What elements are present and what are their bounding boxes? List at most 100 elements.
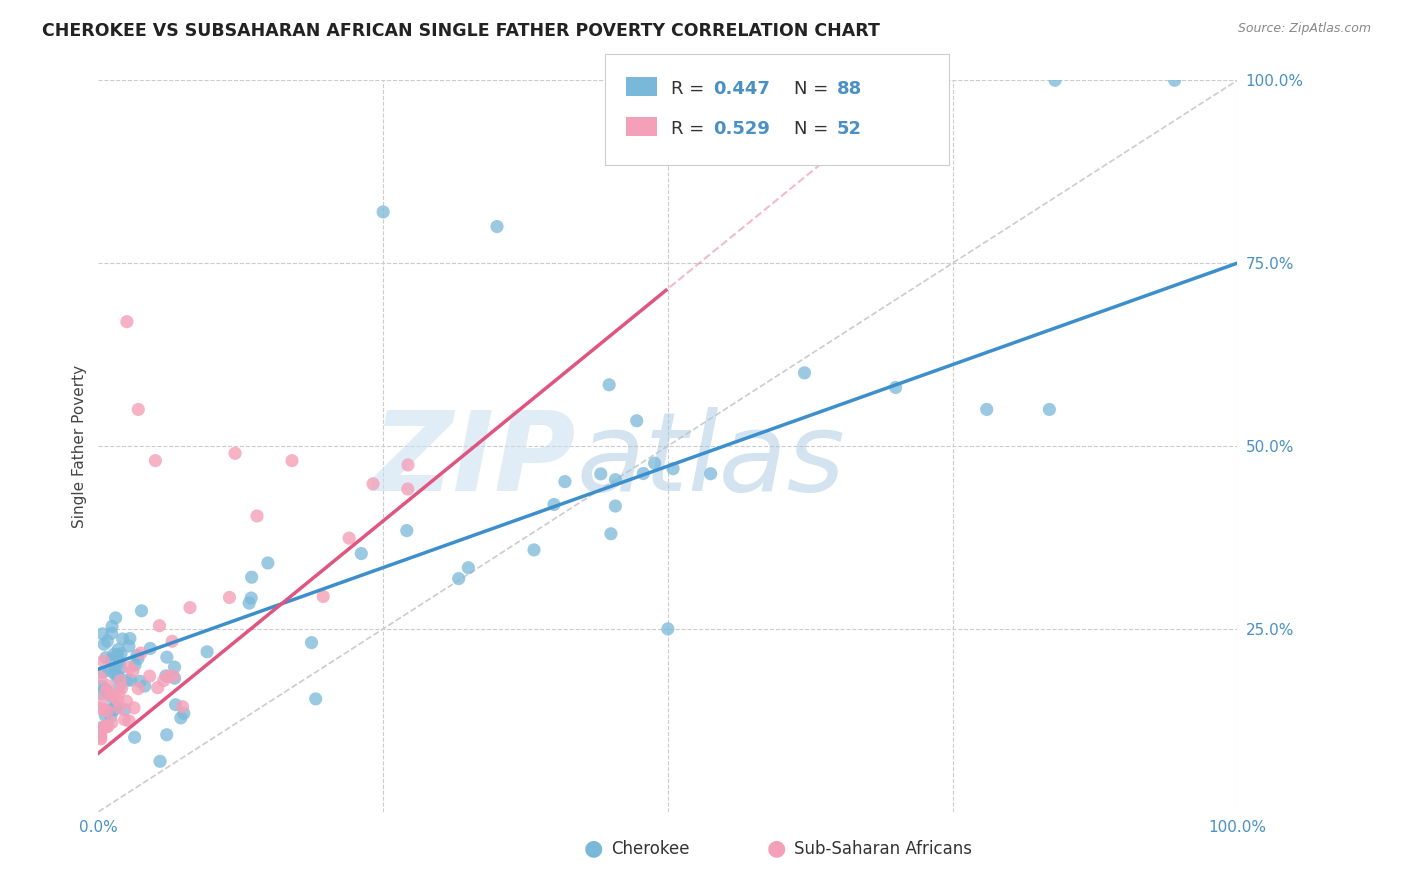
Point: [118, 660, 141, 674]
Point: [93, 654, 115, 668]
Point: [118, 714, 141, 728]
Point: [120, 673, 142, 688]
Point: [156, 728, 179, 742]
Point: [104, 701, 127, 715]
Text: R =: R =: [671, 80, 710, 98]
Point: [96, 679, 118, 693]
Point: [172, 699, 194, 714]
Point: [100, 626, 122, 640]
Point: [138, 669, 160, 683]
Point: [103, 702, 125, 716]
Point: [118, 632, 141, 646]
Point: [90, 728, 112, 742]
Point: [626, 414, 648, 428]
Point: [605, 499, 627, 513]
Point: [94, 708, 117, 723]
Point: [240, 570, 263, 584]
Point: [90, 665, 112, 680]
Point: [129, 646, 152, 660]
Point: [976, 402, 998, 417]
Point: [350, 547, 373, 561]
Point: [101, 715, 124, 730]
Point: [155, 669, 177, 683]
Point: [96, 634, 118, 648]
Point: [361, 476, 384, 491]
Point: [543, 498, 565, 512]
Point: [90, 721, 112, 735]
Text: ●: ●: [766, 838, 786, 858]
Text: Source: ZipAtlas.com: Source: ZipAtlas.com: [1237, 22, 1371, 36]
Point: [90, 679, 112, 693]
Point: [101, 619, 124, 633]
Point: [96, 704, 118, 718]
Point: [111, 681, 134, 695]
Point: [110, 647, 132, 661]
Point: [100, 690, 122, 704]
Point: [281, 453, 304, 467]
Point: [94, 685, 117, 699]
Point: [100, 709, 122, 723]
Text: CHEROKEE VS SUBSAHARAN AFRICAN SINGLE FATHER POVERTY CORRELATION CHART: CHEROKEE VS SUBSAHARAN AFRICAN SINGLE FA…: [42, 22, 880, 40]
Point: [122, 701, 145, 715]
Point: [699, 467, 721, 481]
Point: [129, 674, 152, 689]
Point: [149, 755, 172, 769]
Point: [107, 687, 129, 701]
Point: [662, 461, 685, 475]
Point: [301, 635, 323, 649]
Point: [90, 724, 112, 739]
Point: [94, 681, 117, 696]
Point: [100, 688, 122, 702]
Point: [305, 691, 328, 706]
Point: [884, 380, 907, 394]
Point: [103, 665, 125, 680]
Point: [554, 475, 576, 489]
Point: [589, 467, 612, 481]
Point: [1163, 73, 1185, 87]
Point: [98, 664, 121, 678]
Point: [93, 637, 115, 651]
Point: [165, 698, 187, 712]
Point: [134, 679, 156, 693]
Point: [1043, 73, 1066, 87]
Point: [156, 650, 179, 665]
Point: [257, 556, 280, 570]
Point: [131, 604, 153, 618]
Text: N =: N =: [794, 120, 834, 138]
Point: [238, 596, 260, 610]
Point: [145, 453, 167, 467]
Point: [90, 687, 112, 701]
Point: [104, 611, 127, 625]
Point: [148, 618, 170, 632]
Point: [97, 684, 120, 698]
Point: [170, 711, 193, 725]
Point: [139, 641, 162, 656]
Point: [195, 645, 218, 659]
Text: 88: 88: [837, 80, 862, 98]
Text: R =: R =: [671, 120, 710, 138]
Point: [486, 219, 509, 234]
Point: [108, 679, 131, 693]
Point: [1038, 402, 1060, 417]
Point: [179, 600, 201, 615]
Point: [107, 642, 129, 657]
Point: [115, 694, 138, 708]
Point: [396, 482, 419, 496]
Point: [240, 591, 263, 605]
Y-axis label: Single Father Poverty: Single Father Poverty: [72, 365, 87, 527]
Point: [107, 648, 129, 662]
Point: [103, 703, 125, 717]
Point: [173, 706, 195, 721]
Text: ●: ●: [583, 838, 603, 858]
Point: [110, 661, 132, 675]
Point: [108, 655, 131, 669]
Point: [115, 315, 138, 329]
Point: [163, 671, 186, 685]
Point: [101, 690, 124, 704]
Point: [90, 731, 112, 746]
Point: [97, 703, 120, 717]
Point: [337, 531, 360, 545]
Point: [110, 673, 132, 688]
Point: [246, 508, 269, 523]
Point: [100, 652, 122, 666]
